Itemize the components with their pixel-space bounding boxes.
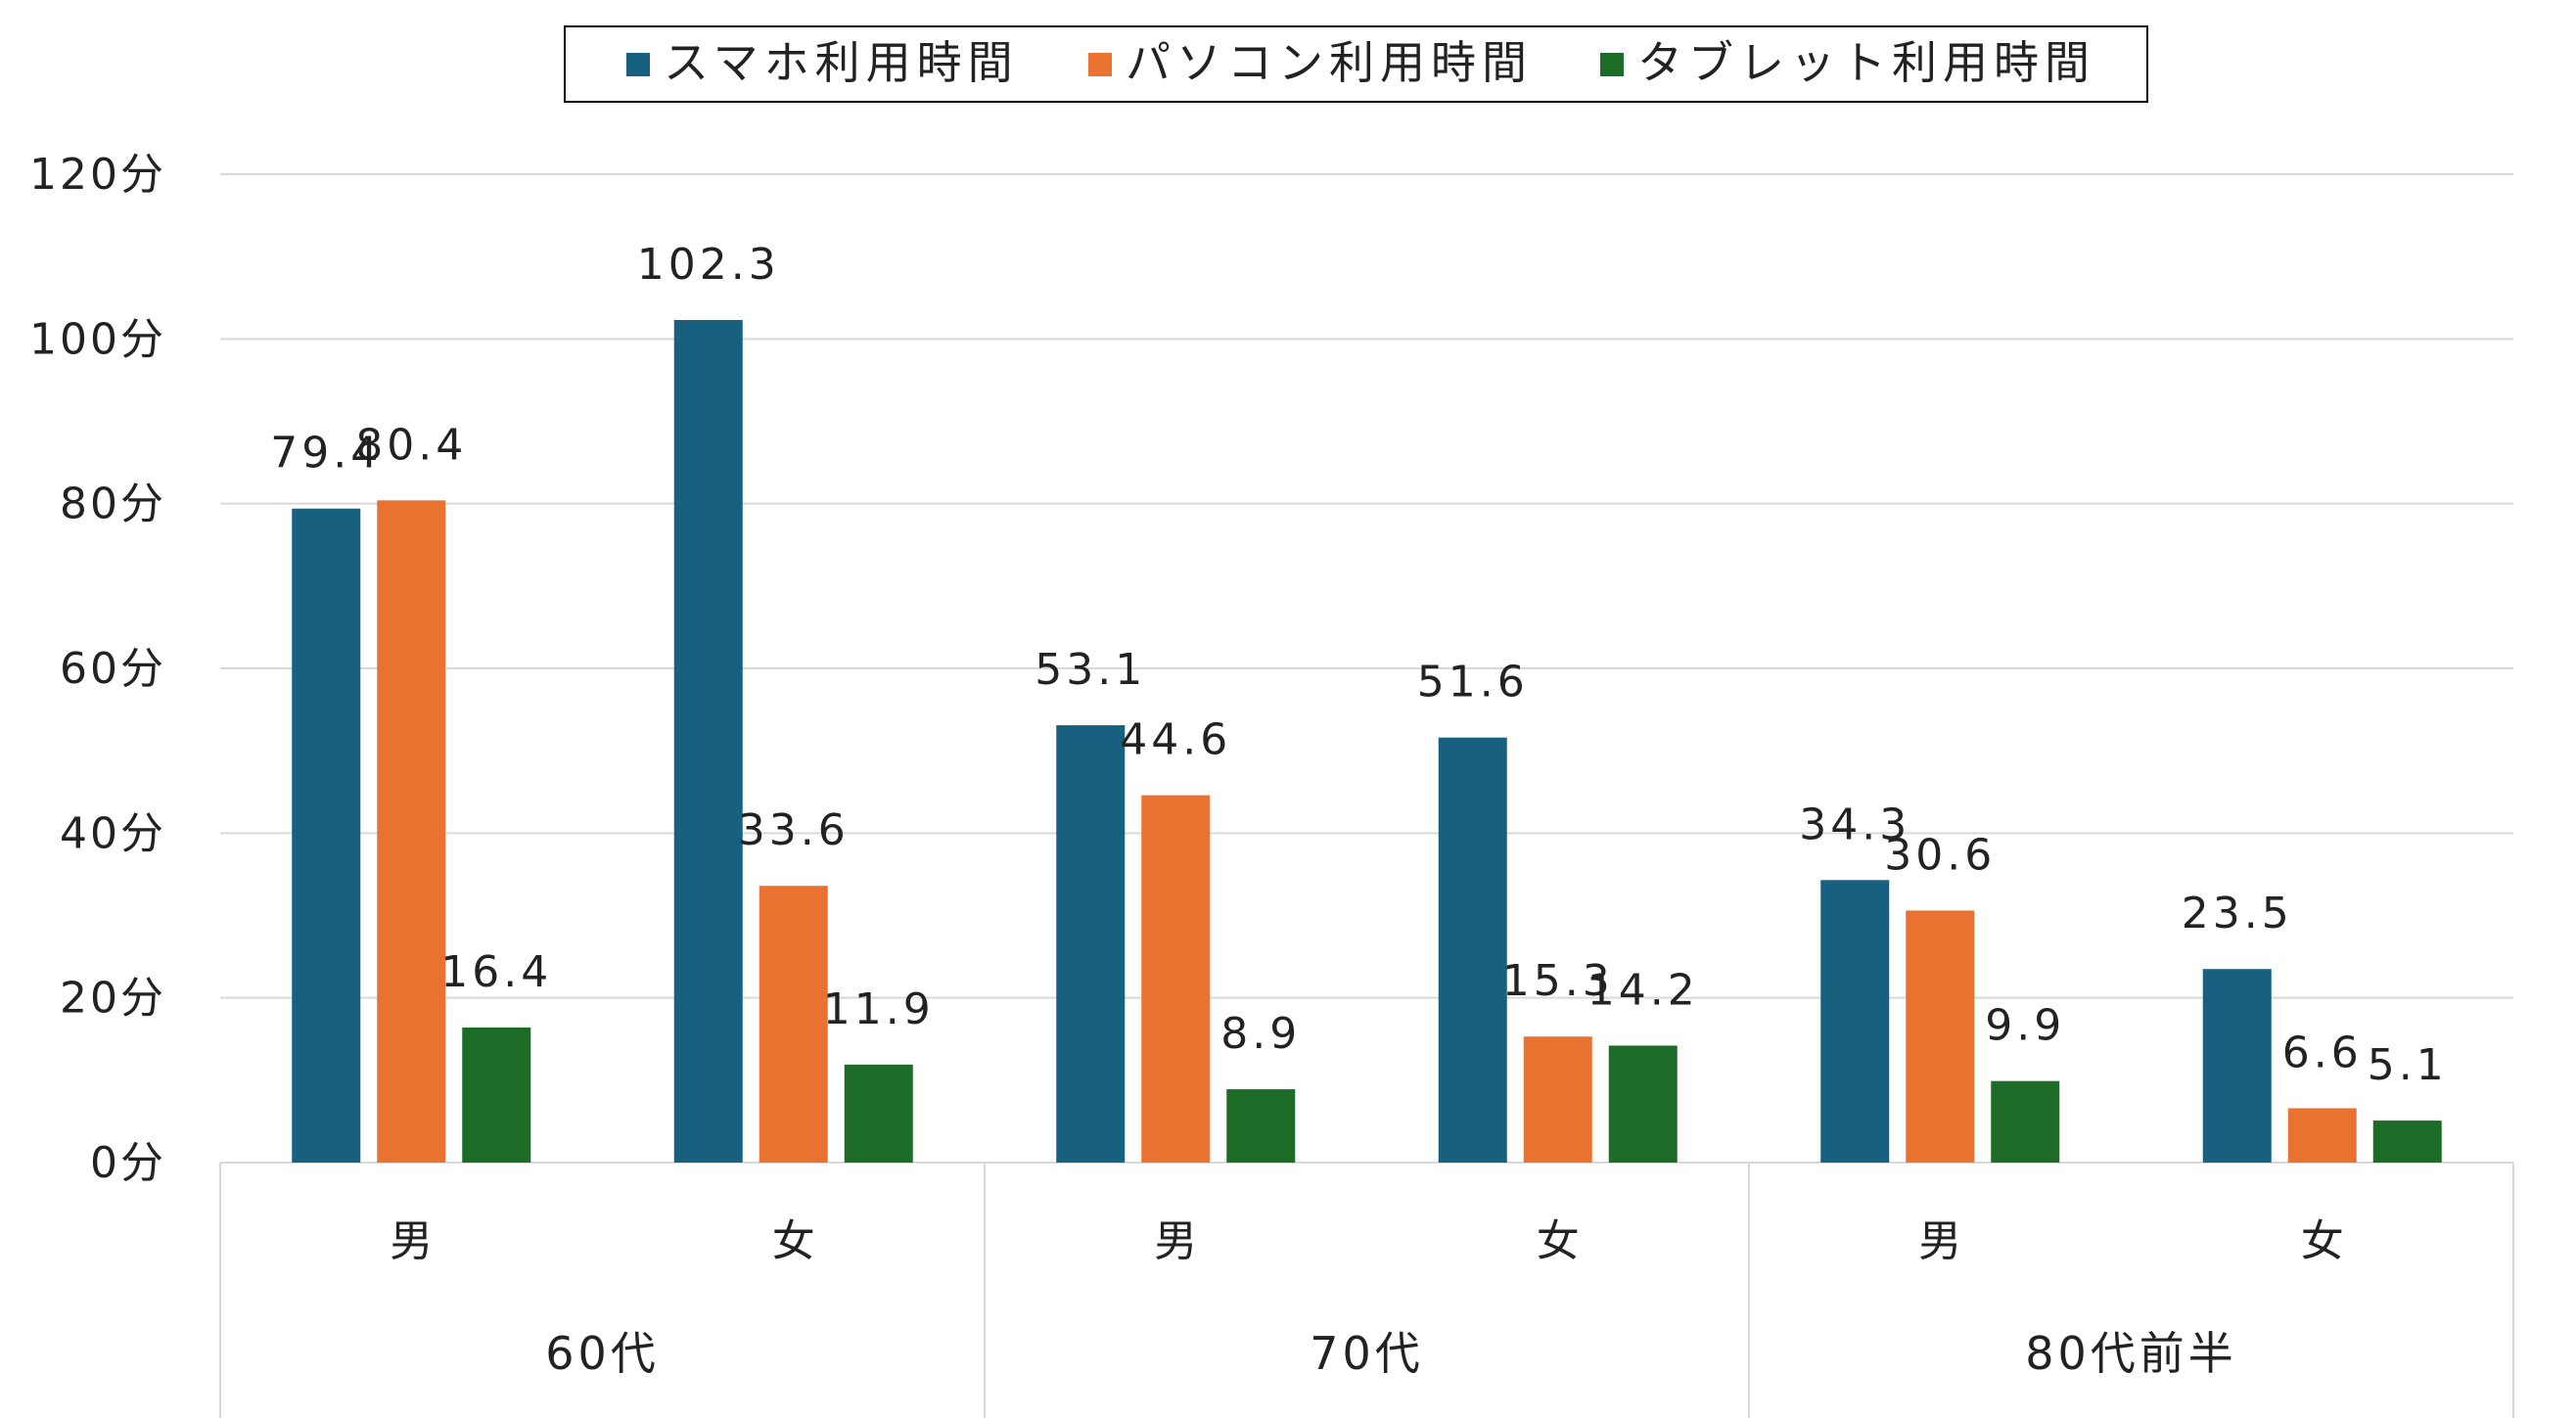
y-tick-label: 120分 <box>29 150 166 200</box>
x-axis-categories: 男 女 60代 男 女 70代 男 女 80代前半 <box>390 1216 2344 1380</box>
data-label: 102.3 <box>637 240 780 290</box>
bar <box>673 319 743 1164</box>
bar <box>292 508 361 1163</box>
bar <box>1906 910 1975 1163</box>
data-label: 15.3 <box>1502 956 1614 1006</box>
legend-label: パソコン利用時間 <box>1126 36 1533 89</box>
legend-label: タブレット利用時間 <box>1637 36 2095 89</box>
legend-label: スマホ利用時間 <box>664 36 1019 89</box>
data-label: 8.9 <box>1220 1009 1301 1059</box>
bar <box>1141 795 1211 1163</box>
legend-box <box>564 25 2148 103</box>
x-group-label: 60代 <box>545 1327 660 1380</box>
y-tick-label: 20分 <box>60 974 166 1024</box>
y-axis-ticks: 0分 20分 40分 60分 80分 100分 120分 <box>29 150 166 1188</box>
bars <box>292 319 2442 1164</box>
data-label: 44.6 <box>1120 715 1231 765</box>
legend-swatch <box>626 53 650 76</box>
data-labels: 79.4 102.3 53.1 51.6 34.3 23.5 80.4 33.6 44.6 15.… <box>270 240 2448 1090</box>
data-label: 80.4 <box>355 420 467 470</box>
x-category-label: 男 <box>390 1216 433 1266</box>
y-tick-label: 0分 <box>90 1138 166 1188</box>
data-label: 5.1 <box>2368 1040 2448 1090</box>
data-label: 6.6 <box>2282 1028 2363 1077</box>
x-category-label: 女 <box>1537 1216 1580 1266</box>
bar <box>1226 1089 1296 1163</box>
bar <box>2287 1108 2357 1163</box>
x-group-label: 80代前半 <box>2025 1327 2237 1380</box>
bar <box>377 500 446 1163</box>
legend-swatch <box>1600 53 1624 76</box>
y-tick-label: 60分 <box>60 644 166 694</box>
bar <box>1991 1080 2060 1163</box>
data-label: 53.1 <box>1035 645 1146 695</box>
bar <box>1438 737 1507 1163</box>
data-label: 33.6 <box>738 805 850 855</box>
bar <box>759 886 828 1163</box>
bar <box>1820 880 1890 1163</box>
x-category-label: 男 <box>1154 1216 1197 1266</box>
data-label: 79.4 <box>270 429 382 479</box>
bar <box>1056 725 1126 1163</box>
bar <box>2202 969 2272 1163</box>
x-category-label: 女 <box>772 1216 815 1266</box>
data-label: 30.6 <box>1884 830 1996 880</box>
bar <box>1523 1036 1592 1163</box>
data-label: 51.6 <box>1417 658 1529 708</box>
data-label: 9.9 <box>1985 1001 2065 1051</box>
bar <box>844 1064 913 1163</box>
legend-swatch <box>1088 53 1112 76</box>
y-tick-label: 80分 <box>60 480 166 529</box>
y-tick-label: 100分 <box>29 314 166 364</box>
data-label: 14.2 <box>1587 965 1699 1015</box>
x-category-label: 女 <box>2301 1216 2344 1266</box>
bar <box>462 1027 531 1163</box>
gridlines <box>220 173 2513 999</box>
y-tick-label: 40分 <box>60 808 166 858</box>
data-label: 16.4 <box>440 947 552 997</box>
data-label: 23.5 <box>2182 889 2293 938</box>
axes <box>219 1162 2514 1418</box>
data-label: 11.9 <box>823 984 935 1034</box>
bar <box>1608 1045 1678 1163</box>
data-label: 34.3 <box>1799 800 1910 849</box>
legend: スマホ利用時間 パソコン利用時間 タブレット利用時間 <box>564 25 2148 103</box>
x-group-label: 70代 <box>1310 1327 1424 1380</box>
bar <box>2372 1121 2442 1163</box>
x-category-label: 男 <box>1918 1216 1961 1266</box>
